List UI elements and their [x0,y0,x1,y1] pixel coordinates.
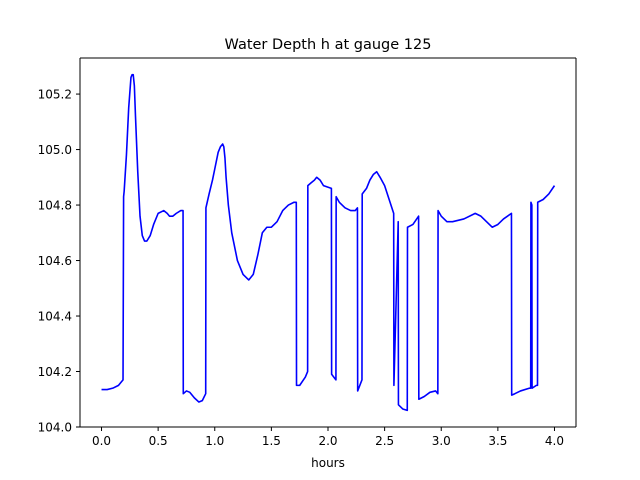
x-tick-label: 1.0 [205,434,224,448]
y-tick-label: 104.0 [38,421,72,435]
plot-area [80,58,576,427]
y-tick-label: 104.6 [38,254,72,268]
x-tick-label: 0.0 [92,434,111,448]
x-tick-label: 2.5 [375,434,394,448]
chart-title: Water Depth h at gauge 125 [225,37,432,53]
y-tick-label: 105.2 [38,88,72,102]
y-tick-label: 104.2 [38,365,72,379]
axes-layer [79,57,577,428]
series-layer [101,73,556,412]
x-axis-ticks: 0.0 0.5 1.0 1.5 2.0 2.5 3.0 3.5 4.0 [92,427,564,448]
x-tick-label: 1.5 [262,434,281,448]
y-tick-label: 104.4 [38,310,72,324]
x-tick-label: 4.0 [545,434,564,448]
x-tick-label: 0.5 [149,434,168,448]
y-tick-label: 105.0 [38,143,72,157]
x-tick-label: 3.0 [432,434,451,448]
y-tick-label: 104.8 [38,199,72,213]
y-axis-ticks: 104.0 104.2 104.4 104.6 104.8 105.0 105.2 [38,88,80,435]
x-tick-label: 2.0 [318,434,337,448]
series-line-0 [101,73,556,412]
x-tick-label: 3.5 [488,434,507,448]
x-axis-label: hours [311,456,345,470]
